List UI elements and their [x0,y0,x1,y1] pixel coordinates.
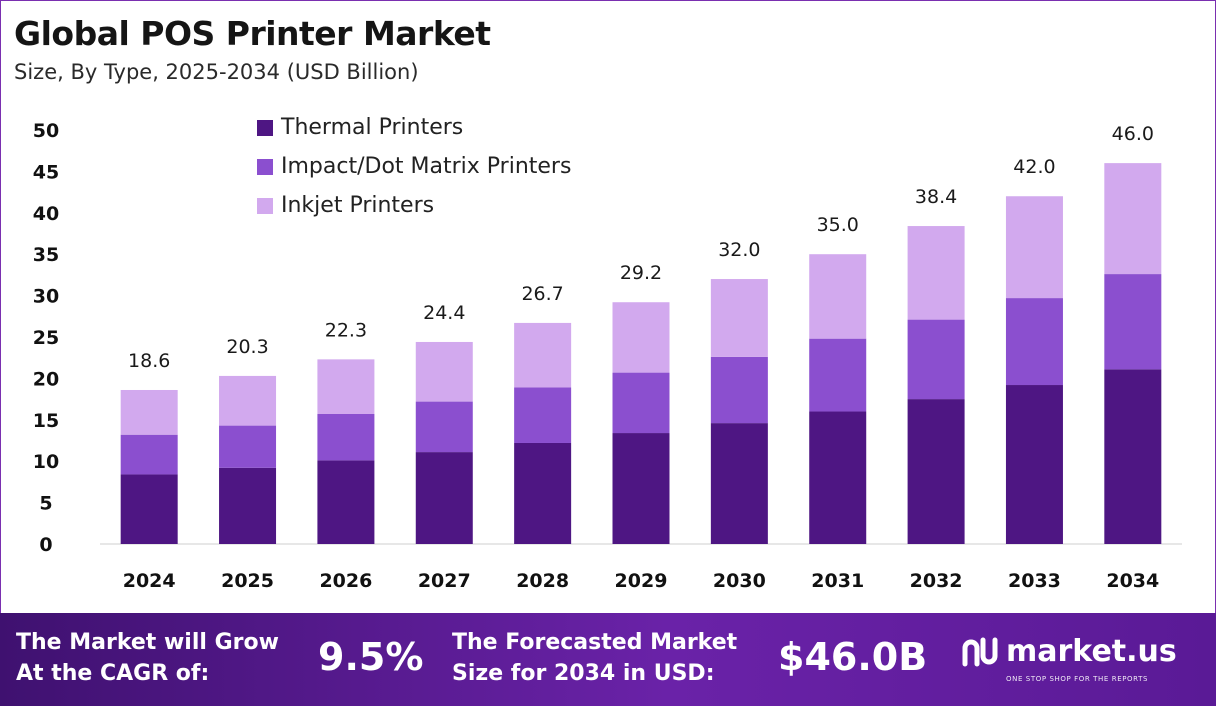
x-tick-label: 2032 [910,570,963,592]
bar-segment [219,467,277,544]
bar-segment [710,423,768,544]
logo-icon [962,637,998,667]
bar-segment [612,302,670,373]
bar-segment [317,460,375,544]
x-tick-label: 2025 [221,570,274,592]
legend-label: Inkjet Printers [281,193,435,218]
bar-segment [1104,163,1162,275]
x-tick-label: 2034 [1106,570,1159,592]
chart-legend: Thermal Printers Impact/Dot Matrix Printe… [257,108,571,225]
legend-item: Impact/Dot Matrix Printers [257,147,571,186]
x-tick-label: 2033 [1008,570,1061,592]
bar-segment [907,399,965,544]
bar-segment [1104,369,1162,544]
bar-segment [907,319,965,400]
y-tick-label: 45 [33,161,59,183]
bar-segment [317,359,375,415]
bar-segment [415,452,473,544]
bar-segment [514,442,572,544]
x-tick-label: 2024 [123,570,176,592]
total-data-label: 32.0 [718,239,760,261]
bar-segment [1005,298,1063,386]
bar-segment [1005,385,1063,544]
bar-segment [1104,274,1162,370]
y-tick-label: 20 [33,368,59,390]
bar-segment [120,389,178,435]
legend-swatch [257,197,273,214]
cagr-label: The Market will Grow At the CAGR of: [16,630,279,686]
bar-segment [809,338,867,412]
x-tick-label: 2030 [713,570,766,592]
legend-item: Inkjet Printers [257,186,571,225]
legend-label: Impact/Dot Matrix Printers [281,154,572,179]
y-tick-label: 40 [33,203,59,225]
total-data-label: 18.6 [128,350,170,372]
bar-segment [612,433,670,544]
bar-segment [514,322,572,388]
x-tick-label: 2029 [615,570,668,592]
bar-segment [120,474,178,544]
legend-label: Thermal Printers [281,115,464,140]
bar-segment [1005,196,1063,299]
y-tick-label: 35 [33,244,59,266]
bar-segment [809,254,867,339]
bar-segment [120,434,178,475]
legend-swatch [257,158,273,175]
forecast-value: $46.0B [778,635,928,679]
bar-segment [415,401,473,453]
y-tick-label: 30 [33,286,59,308]
total-data-label: 20.3 [226,336,268,358]
total-data-label: 22.3 [325,319,367,341]
chart-title: Global POS Printer Market [14,14,491,53]
x-tick-label: 2028 [516,570,569,592]
total-data-label: 42.0 [1013,156,1055,178]
bar-segment [219,375,277,426]
y-tick-label: 5 [39,493,52,515]
y-tick-label: 25 [33,327,59,349]
bar-segment [710,356,768,424]
cagr-value: 9.5% [318,635,424,679]
y-tick-label: 0 [39,534,52,556]
y-tick-label: 50 [33,120,59,142]
chart-subtitle: Size, By Type, 2025-2034 (USD Billion) [14,60,419,84]
y-tick-label: 15 [33,410,59,432]
forecast-label: The Forecasted Market Size for 2034 in U… [452,630,738,686]
total-data-label: 46.0 [1112,123,1154,145]
total-data-label: 35.0 [817,214,859,236]
bar-segment [907,226,965,320]
total-data-label: 24.4 [423,302,465,324]
footer-banner: The Market will Grow At the CAGR of: 9.5… [0,613,1216,706]
bar-segment [415,341,473,402]
bar-segment [317,414,375,461]
logo-tagline: ONE STOP SHOP FOR THE REPORTS [1006,675,1149,683]
legend-item: Thermal Printers [257,108,571,147]
total-data-label: 38.4 [915,186,957,208]
total-data-label: 29.2 [620,262,662,284]
total-data-label: 26.7 [521,283,563,305]
y-tick-label: 10 [33,451,59,473]
x-tick-label: 2026 [319,570,372,592]
stacked-bar-chart: 0510152025303540455018.6202420.3202522.3… [33,120,1182,592]
bar-segment [514,387,572,443]
x-tick-label: 2031 [811,570,864,592]
bar-segment [219,425,277,468]
logo-name: market.us [1006,634,1177,669]
bar-segment [612,372,670,434]
x-tick-label: 2027 [418,570,471,592]
bar-segment [809,411,867,544]
market-us-logo[interactable]: market.us [962,637,1177,667]
bar-segment [710,279,768,357]
legend-swatch [257,119,273,136]
